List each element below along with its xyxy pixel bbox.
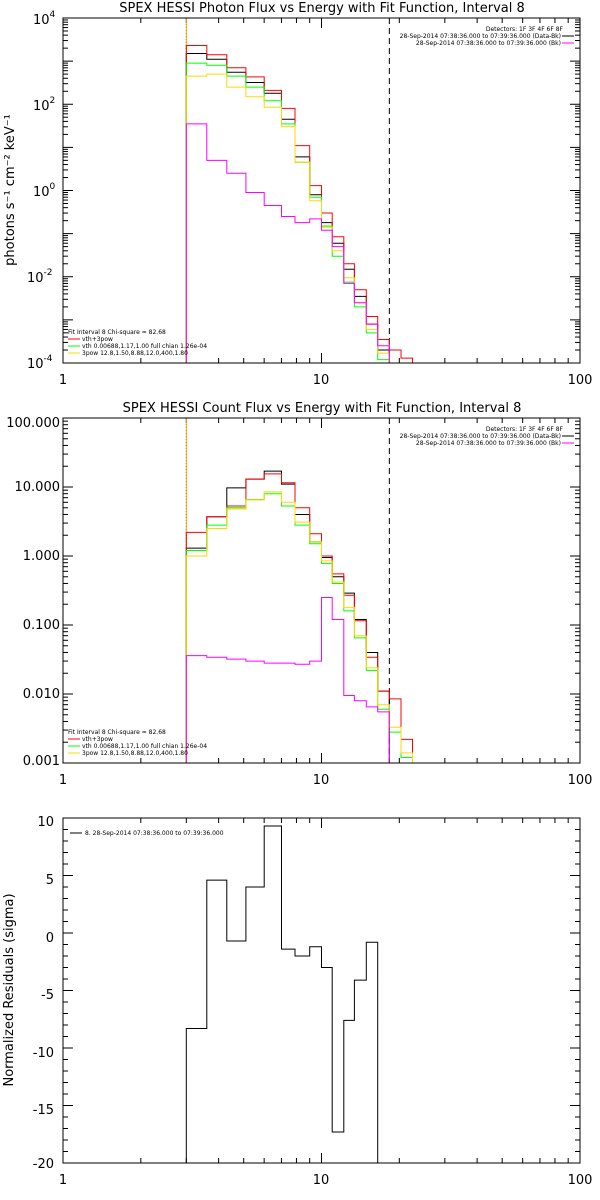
legend-header: Fit Interval 8 Chi-square = 82.68 — [68, 329, 166, 336]
photon-flux-ytick: 100 — [33, 182, 56, 200]
count-flux-ytick: 1.000 — [23, 549, 60, 564]
photon-flux-title: SPEX HESSI Photon Flux vs Energy with Fi… — [119, 1, 525, 16]
legend-entry: 28-Sep-2014 07:38:36.000 to 07:39:36.000… — [416, 440, 561, 447]
photon-flux-xtick: 1 — [59, 373, 67, 388]
legend-entry: 28-Sep-2014 07:38:36.000 to 07:39:36.000… — [400, 33, 561, 40]
count-flux-ytick: 0.010 — [23, 687, 60, 702]
photon-flux-frame — [62, 17, 581, 364]
residuals-xticks: 1 10 100 — [59, 1173, 593, 1188]
legend-entry: vth 0.00688,1.17,1.00 full chian 1.26e-0… — [82, 743, 207, 750]
legend-entry: 3pow 12.8,1.50,8.88,12.0,400,1.80 — [82, 350, 188, 357]
photon-flux-ylabel: photons s⁻¹ cm⁻² keV⁻¹ — [3, 114, 18, 266]
count-flux-ytick: 10.000 — [15, 480, 61, 495]
legend-entry: vth+3pow — [82, 736, 113, 743]
photon-flux-plot — [62, 18, 581, 364]
photon-flux-legend-right: Detectors: 1F 3F 4F 6F 8F 28-Sep-2014 07… — [400, 26, 574, 47]
count-flux-xtick: 10 — [313, 773, 330, 788]
residuals-ytick: -15 — [33, 1103, 54, 1118]
count-flux-ytick: 0.100 — [23, 618, 60, 633]
histogram-series-line — [185, 470, 390, 763]
histogram-series-line — [185, 493, 413, 763]
legend-entry: 8. 28-Sep-2014 07:38:36.000 to 07:39:36.… — [85, 830, 224, 837]
residuals-legend: 8. 28-Sep-2014 07:38:36.000 to 07:39:36.… — [70, 830, 224, 837]
legend-entry: 3pow 12.8,1.50,8.88,12.0,400,1.80 — [82, 750, 188, 757]
legend-header: Detectors: 1F 3F 4F 6F 8F — [486, 426, 564, 433]
count-flux-yticks: 100.000 10.000 1.000 0.100 0.010 0.001 — [6, 416, 60, 769]
residuals-yticks: 10 5 0 -5 -10 -15 -20 — [33, 815, 54, 1172]
residuals-ytick: -5 — [41, 988, 54, 1003]
residuals-ytick: 0 — [46, 931, 54, 946]
photon-flux-ytick: 104 — [33, 10, 56, 28]
count-flux-legend-left: Fit Interval 8 Chi-square = 82.68 vth+3p… — [68, 729, 207, 757]
count-flux-frame — [62, 417, 581, 764]
count-flux-panel: SPEX HESSI Count Flux vs Energy with Fit… — [6, 401, 592, 788]
histogram-series-line — [185, 491, 413, 763]
residuals-panel: Normalized Residuals (sigma) 10 5 0 -5 -… — [2, 815, 592, 1188]
photon-flux-ytick: 10-4 — [27, 354, 53, 372]
residuals-ylabel: Normalized Residuals (sigma) — [2, 893, 17, 1086]
photon-flux-xticks: 1 10 100 — [59, 373, 593, 388]
residuals-ytick: 5 — [46, 873, 54, 888]
photon-flux-legend-left: Fit Interval 8 Chi-square = 82.68 vth+3p… — [68, 329, 207, 357]
legend-entry: 28-Sep-2014 07:38:36.000 to 07:39:36.000… — [416, 40, 561, 47]
photon-flux-panel: SPEX HESSI Photon Flux vs Energy with Fi… — [3, 1, 592, 388]
count-flux-xtick: 1 — [59, 773, 67, 788]
photon-flux-xtick: 100 — [568, 373, 593, 388]
histogram-series-line — [185, 62, 413, 364]
legend-entry: vth 0.00688,1.17,1.00 full chian 1.26e-0… — [82, 343, 207, 350]
count-flux-xticks: 1 10 100 — [59, 773, 593, 788]
photon-flux-yticks: 104 102 100 10-2 10-4 — [27, 10, 56, 372]
photon-flux-xtick: 10 — [313, 373, 330, 388]
photon-flux-ytick: 102 — [33, 96, 55, 114]
residuals-xtick: 1 — [59, 1173, 67, 1188]
legend-header: Detectors: 1F 3F 4F 6F 8F — [486, 26, 564, 33]
histogram-series-line — [185, 53, 390, 363]
residuals-ytick: -10 — [33, 1046, 54, 1061]
histogram-series-line — [185, 473, 413, 763]
residuals-xtick: 100 — [568, 1173, 593, 1188]
count-flux-legend-right: Detectors: 1F 3F 4F 6F 8F 28-Sep-2014 07… — [400, 426, 574, 447]
count-flux-title: SPEX HESSI Count Flux vs Energy with Fit… — [123, 401, 522, 416]
photon-flux-ytick: 10-2 — [27, 268, 53, 286]
residuals-plot — [62, 817, 581, 1164]
legend-entry: vth+3pow — [82, 336, 113, 343]
count-flux-xtick: 100 — [568, 773, 593, 788]
histogram-series-line — [185, 73, 413, 364]
histogram-series-line — [185, 825, 379, 1163]
legend-entry: 28-Sep-2014 07:38:36.000 to 07:39:36.000… — [400, 433, 561, 440]
count-flux-ytick: 100.000 — [6, 416, 60, 431]
histogram-series-line — [185, 597, 390, 763]
residuals-frame — [62, 817, 581, 1164]
count-flux-plot — [62, 418, 581, 764]
histogram-series-line — [185, 123, 401, 364]
histogram-series-line — [185, 45, 413, 363]
count-flux-ytick: 0.001 — [23, 754, 60, 769]
legend-header: Fit Interval 8 Chi-square = 82.68 — [68, 729, 166, 736]
residuals-ytick: -20 — [33, 1157, 54, 1172]
residuals-ytick: 10 — [37, 815, 54, 830]
residuals-xtick: 10 — [313, 1173, 330, 1188]
